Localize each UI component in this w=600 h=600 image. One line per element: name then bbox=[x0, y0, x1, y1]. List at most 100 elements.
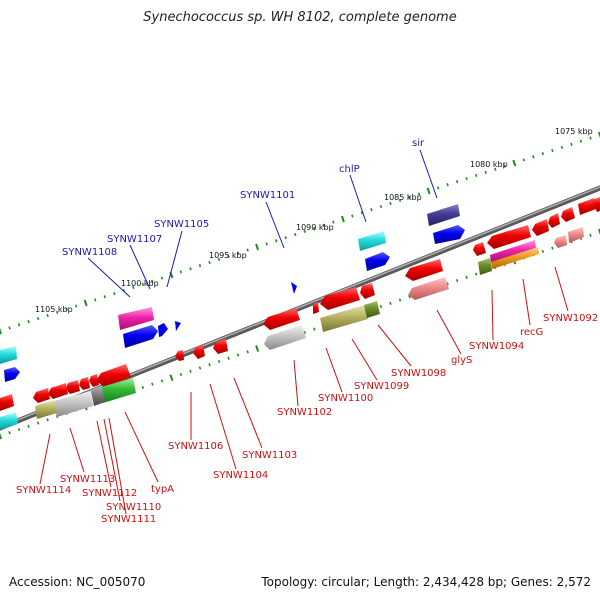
scale-tick bbox=[27, 424, 30, 428]
gene-label-synw1108[interactable]: SYNW1108 bbox=[62, 247, 117, 258]
gene-arrow[interactable] bbox=[264, 325, 306, 350]
gene-label-synw1112[interactable]: SYNW1112 bbox=[82, 488, 137, 499]
gene-label-synw1102[interactable]: SYNW1102 bbox=[277, 407, 332, 418]
gene-arrow[interactable] bbox=[568, 227, 584, 243]
gene-label-synw1114[interactable]: SYNW1114 bbox=[16, 485, 71, 496]
gene-arrow[interactable] bbox=[96, 364, 131, 387]
gene-arrow[interactable] bbox=[101, 378, 136, 403]
scale-tick bbox=[255, 243, 260, 251]
scale-tick bbox=[236, 353, 240, 357]
scale-tick bbox=[332, 220, 335, 224]
gene-arrow[interactable] bbox=[408, 277, 449, 300]
scale-tick bbox=[17, 427, 21, 432]
gene-arrow[interactable] bbox=[193, 345, 205, 359]
scale-tick bbox=[294, 232, 297, 237]
scale-tick bbox=[389, 301, 392, 305]
scale-tick bbox=[560, 145, 564, 150]
gene-arrow[interactable] bbox=[35, 400, 57, 419]
gene-arrow[interactable] bbox=[360, 283, 375, 299]
gene-label-synw1098[interactable]: SYNW1098 bbox=[391, 368, 446, 379]
gene-arrow[interactable] bbox=[320, 287, 360, 310]
gene-arrow[interactable] bbox=[473, 242, 486, 256]
gene-arrow[interactable] bbox=[0, 346, 17, 364]
gene-arrow[interactable] bbox=[48, 383, 68, 399]
gene-arrow[interactable] bbox=[491, 247, 539, 269]
gene-arrow[interactable] bbox=[175, 350, 184, 361]
gene-label-typa[interactable]: typA bbox=[151, 484, 174, 495]
scale-tick bbox=[246, 350, 249, 354]
gene-arrow[interactable] bbox=[578, 198, 596, 215]
scale-tick bbox=[151, 382, 154, 386]
gene-arrow[interactable] bbox=[158, 323, 168, 337]
scale-tick bbox=[255, 345, 260, 352]
gene-label-synw1107[interactable]: SYNW1107 bbox=[107, 234, 162, 245]
scale-tick bbox=[217, 359, 221, 364]
gene-arrow[interactable] bbox=[478, 258, 492, 275]
scale-tick bbox=[284, 236, 287, 240]
gene-label-synw1106[interactable]: SYNW1106 bbox=[168, 441, 223, 452]
gene-arrow[interactable] bbox=[33, 388, 50, 403]
scale-tick bbox=[570, 142, 573, 146]
gene-label-synw1105[interactable]: SYNW1105 bbox=[154, 219, 209, 230]
gene-arrow[interactable] bbox=[89, 374, 99, 387]
scale-tick bbox=[46, 418, 49, 422]
scale-tick bbox=[141, 385, 145, 390]
gene-label-synw1110[interactable]: SYNW1110 bbox=[106, 502, 161, 513]
gene-arrow[interactable] bbox=[4, 367, 20, 382]
gene-label-recg[interactable]: recG bbox=[520, 327, 543, 338]
gene-label-synw1103[interactable]: SYNW1103 bbox=[242, 450, 297, 461]
scale-tick bbox=[589, 233, 592, 237]
gene-arrow[interactable] bbox=[213, 339, 228, 354]
gene-arrow[interactable] bbox=[490, 240, 536, 263]
scale-tick bbox=[103, 295, 106, 299]
gene-arrow[interactable] bbox=[263, 308, 300, 330]
gene-arrow[interactable] bbox=[365, 252, 390, 271]
gene-arrow[interactable] bbox=[54, 391, 93, 417]
gene-label-synw1100[interactable]: SYNW1100 bbox=[318, 393, 373, 404]
gene-label-chlp[interactable]: chlP bbox=[339, 164, 360, 175]
gene-arrow[interactable] bbox=[79, 377, 90, 390]
scale-tick bbox=[474, 272, 478, 276]
gene-label-synw1111[interactable]: SYNW1111 bbox=[101, 514, 156, 525]
gene-arrow[interactable] bbox=[487, 225, 531, 249]
gene-arrow[interactable] bbox=[364, 301, 380, 318]
gene-arrow[interactable] bbox=[175, 321, 181, 331]
gene-arrow[interactable] bbox=[405, 259, 443, 281]
gene-arrow[interactable] bbox=[592, 197, 600, 212]
scale-tick bbox=[265, 242, 268, 246]
gene-arrow[interactable] bbox=[561, 207, 575, 222]
gene-label-synw1092[interactable]: SYNW1092 bbox=[543, 313, 598, 324]
gene-label-glys[interactable]: glyS bbox=[451, 355, 472, 366]
gene-label-synw1099[interactable]: SYNW1099 bbox=[354, 381, 409, 392]
gene-arrow[interactable] bbox=[433, 225, 465, 244]
gene-arrow[interactable] bbox=[123, 325, 158, 348]
scale-tick bbox=[512, 159, 517, 167]
scale-tick bbox=[160, 379, 164, 383]
gene-arrow[interactable] bbox=[313, 302, 319, 314]
gene-arrow[interactable] bbox=[548, 213, 560, 228]
accession-label: Accession: NC_005070 bbox=[9, 575, 146, 589]
gene-arrow[interactable] bbox=[554, 235, 567, 248]
gene-arrow[interactable] bbox=[291, 282, 297, 294]
gene-arrow[interactable] bbox=[0, 412, 18, 430]
gene-arrow[interactable] bbox=[91, 387, 105, 406]
gene-label-synw1094[interactable]: SYNW1094 bbox=[469, 341, 524, 352]
gene-arrow[interactable] bbox=[320, 305, 368, 332]
gene-label-sir[interactable]: sir bbox=[412, 138, 425, 149]
gene-arrow[interactable] bbox=[0, 394, 14, 411]
gene-arrow[interactable] bbox=[532, 219, 549, 236]
gene-arrow[interactable] bbox=[66, 380, 80, 394]
gene-arrow[interactable] bbox=[118, 307, 154, 330]
scale-tick bbox=[398, 198, 402, 202]
gene-label-synw1101[interactable]: SYNW1101 bbox=[240, 190, 295, 201]
leader-lines bbox=[39, 149, 569, 515]
scale-tick bbox=[313, 226, 316, 230]
scale-tick bbox=[303, 330, 306, 334]
gene-label-synw1113[interactable]: SYNW1113 bbox=[60, 474, 115, 485]
gene-label-synw1104[interactable]: SYNW1104 bbox=[213, 470, 268, 481]
scale-label: 1085 kbp bbox=[384, 193, 422, 202]
scale-tick bbox=[8, 431, 11, 435]
gene-arrow[interactable] bbox=[427, 204, 460, 226]
gene-arrow[interactable] bbox=[358, 231, 386, 251]
